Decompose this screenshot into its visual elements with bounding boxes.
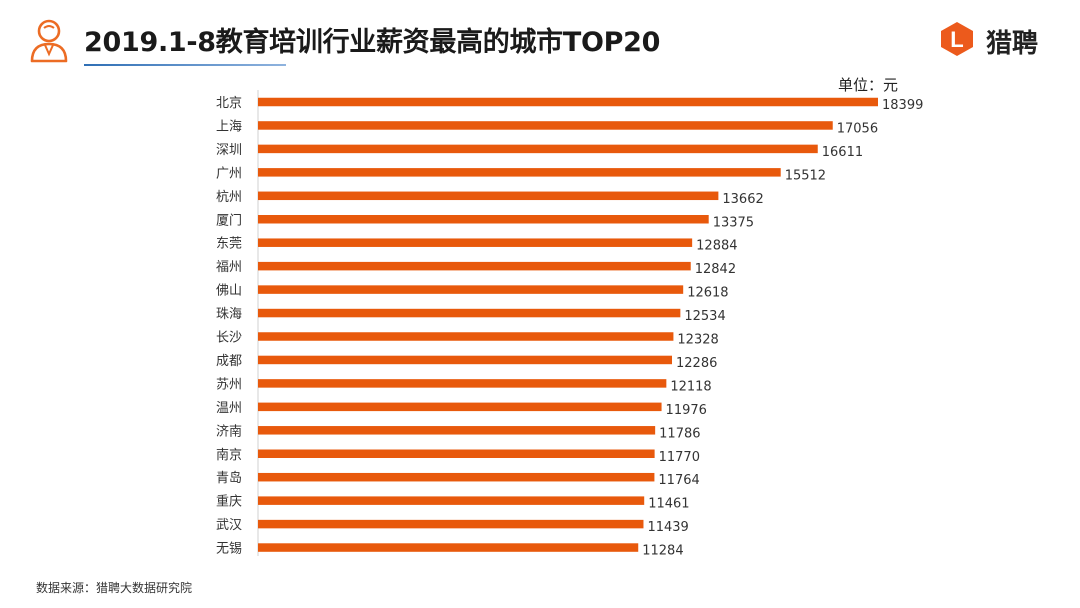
bar xyxy=(258,519,644,529)
category-label: 苏州 xyxy=(216,376,242,392)
data-label: 12118 xyxy=(670,379,711,394)
data-label: 15512 xyxy=(785,168,826,183)
category-label: 北京 xyxy=(216,96,242,111)
liepin-logo: L 猎聘 xyxy=(938,20,1050,60)
bar xyxy=(258,238,693,247)
bar xyxy=(258,379,667,388)
person-avatar-icon xyxy=(30,19,68,63)
bar xyxy=(258,332,674,341)
category-label: 成都 xyxy=(216,354,242,369)
bar xyxy=(258,144,818,154)
data-label: 11770 xyxy=(659,450,700,465)
page-title: 2019.1-8教育培训行业薪资最高的城市TOP20 xyxy=(84,27,661,58)
bar xyxy=(258,97,878,107)
data-label: 17056 xyxy=(837,121,878,136)
category-label: 厦门 xyxy=(216,213,242,228)
category-label: 杭州 xyxy=(216,190,242,205)
logo-mark-letter: L xyxy=(950,27,963,52)
data-label: 16611 xyxy=(822,145,863,160)
category-label: 长沙 xyxy=(216,331,242,346)
bar xyxy=(258,426,656,435)
bar xyxy=(258,285,684,294)
data-label: 11439 xyxy=(647,520,688,535)
data-label: 12884 xyxy=(696,239,737,254)
category-label: 广州 xyxy=(216,166,242,181)
data-label: 11976 xyxy=(666,403,707,418)
category-label: 福州 xyxy=(216,260,242,275)
category-label: 重庆 xyxy=(216,494,242,510)
category-label: 佛山 xyxy=(216,284,242,299)
data-label: 12842 xyxy=(695,262,736,277)
bar xyxy=(258,261,691,271)
unit-label: 单位：元 xyxy=(838,76,899,94)
category-label: 温州 xyxy=(216,401,242,416)
category-label: 珠海 xyxy=(216,307,242,322)
data-label: 18399 xyxy=(882,98,923,113)
logo-text: 猎聘 xyxy=(986,29,1039,59)
bar xyxy=(258,496,645,505)
liepin-logo-icon: L xyxy=(941,22,973,56)
bar xyxy=(258,355,673,365)
source-note: 数据来源：猎聘大数据研究院 xyxy=(36,581,193,595)
bar xyxy=(258,543,639,552)
data-label: 13662 xyxy=(722,192,763,207)
data-label: 11764 xyxy=(658,473,699,488)
category-label: 济南 xyxy=(216,423,242,439)
data-label: 11786 xyxy=(659,426,700,441)
data-label: 12328 xyxy=(677,333,718,348)
category-label: 无锡 xyxy=(216,542,242,557)
category-label: 上海 xyxy=(216,119,242,134)
data-label: 12534 xyxy=(684,309,725,324)
category-label: 武汉 xyxy=(216,518,242,533)
category-label: 南京 xyxy=(216,447,242,463)
data-label: 12286 xyxy=(676,356,717,371)
bar xyxy=(258,191,719,201)
category-label: 东莞 xyxy=(216,237,242,252)
data-label: 11284 xyxy=(642,544,683,559)
bar xyxy=(258,168,781,177)
data-label: 13375 xyxy=(713,215,754,230)
bar xyxy=(258,449,655,458)
data-label: 12618 xyxy=(687,286,728,301)
data-label: 11461 xyxy=(648,497,689,512)
category-label: 深圳 xyxy=(216,143,242,158)
title-underline xyxy=(84,64,286,66)
bar xyxy=(258,215,709,224)
bar xyxy=(258,308,681,318)
bar xyxy=(258,472,655,482)
bar xyxy=(258,121,833,130)
category-label: 青岛 xyxy=(216,470,242,486)
bar xyxy=(258,402,662,412)
